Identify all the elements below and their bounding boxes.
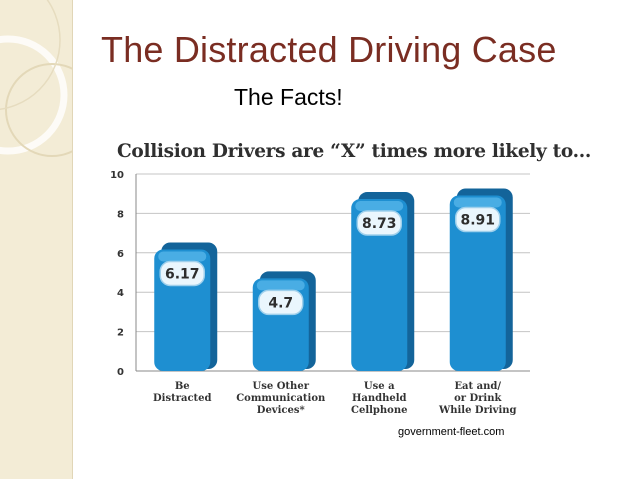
decorative-arcs [0, 0, 72, 157]
value-label-2: 8.73 [362, 216, 397, 232]
bar-1: 4.7 [252, 271, 316, 371]
category-label-2-1: Handheld [352, 393, 407, 404]
bar-highlight-1 [256, 280, 305, 291]
bar-0: 6.17 [154, 242, 218, 371]
value-pill-2 [356, 210, 402, 236]
bar-front-2 [351, 199, 408, 371]
value-label-0: 6.17 [165, 266, 200, 282]
y-tick-label-10: 10 [110, 170, 124, 181]
value-pill-3 [455, 206, 501, 233]
decorative-side-band [0, 0, 73, 479]
value-pill-0 [159, 260, 205, 287]
value-label-1: 4.7 [268, 295, 293, 311]
y-tick-label-4: 4 [117, 288, 124, 299]
slide-subtitle: The Facts! [234, 84, 343, 110]
category-label-1-0: Use Other [253, 381, 310, 392]
value-pill-1 [258, 289, 304, 316]
category-label-0-0: Be [175, 381, 190, 392]
value-label-3: 8.91 [460, 212, 495, 228]
category-label-1-2: Devices* [257, 405, 306, 416]
bar-highlight-2 [355, 201, 404, 212]
category-label-2-0: Use a [364, 381, 395, 392]
y-tick-label-6: 6 [117, 249, 124, 260]
bar-3: 8.91 [449, 188, 513, 371]
chart-title: Collision Drivers are “X” times more lik… [117, 141, 591, 162]
category-label-3-0: Eat and/ [454, 381, 501, 392]
y-tick-label-2: 2 [117, 328, 124, 339]
category-label-0-1: Distracted [153, 393, 212, 404]
category-label-2-2: Cellphone [351, 405, 407, 416]
category-label-1-1: Communication [236, 393, 326, 404]
source-credit: government-fleet.com [398, 426, 505, 438]
y-tick-label-0: 0 [117, 367, 124, 378]
bar-highlight-0 [158, 251, 207, 262]
category-label-3-1: or Drink [454, 393, 502, 404]
y-tick-label-8: 8 [117, 209, 124, 220]
category-label-3-2: While Driving [438, 405, 517, 416]
bar-front-3 [449, 195, 506, 371]
chart-bars: 6.17 4.7 8.73 8.91 [154, 188, 513, 371]
bar-2: 8.73 [351, 192, 415, 371]
bar-highlight-3 [453, 197, 502, 208]
slide-title: The Distracted Driving Case [101, 29, 557, 70]
